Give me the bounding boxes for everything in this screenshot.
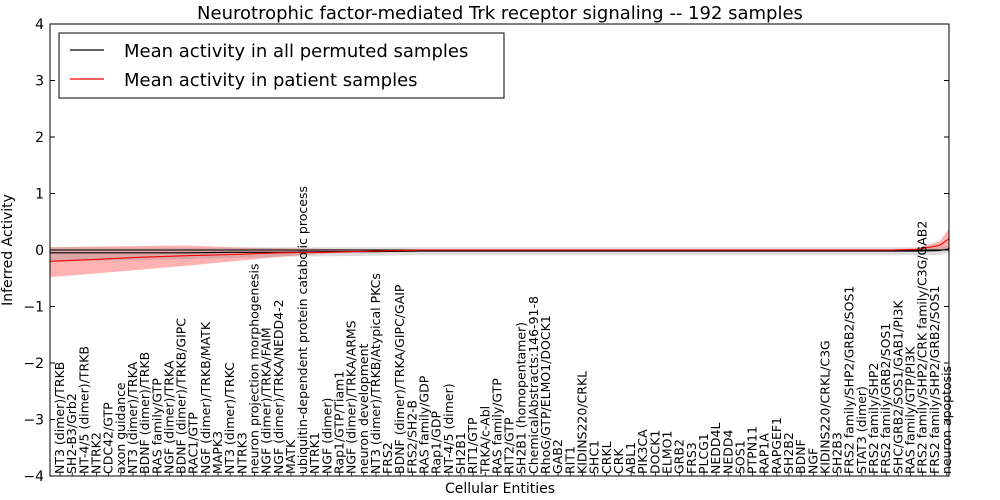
legend-permuted-label: Mean activity in all permuted samples (124, 41, 468, 62)
legend-patient-label: Mean activity in patient samples (124, 70, 418, 91)
y-axis-ticks: −4 −3 −2 −1 0 1 2 3 4 (23, 17, 949, 485)
x-tick-label: KIDINS220/CRKL (575, 371, 590, 474)
x-tick-label: NT3 (dimer)/TRKA (125, 361, 140, 474)
x-tick-label: FRS2 family/SHP2/GRB2/SOS1 (842, 286, 857, 474)
x-tick-label: PIK3CA (635, 429, 650, 474)
y-axis-label: Inferred Activity (0, 194, 16, 306)
x-tick-label: KIDINS220/CRKL/C3G (817, 340, 832, 474)
x-tick-label: RAC1/GTP (186, 412, 201, 474)
x-tick-label: GRB2 (672, 439, 687, 474)
x-tick-label: FRS2 family/SHP2/CRK family/C3G/GAB2 (915, 221, 930, 474)
x-tick-label: NGF (dimer)/TRKA (161, 360, 176, 474)
x-tick-label: NGF (dimer)/TRKA/NEDD4-2 (271, 299, 286, 474)
x-tick-label: NT-4/5 (dimer)/TRKB (76, 346, 91, 474)
x-tick-label: NTRK3 (234, 432, 249, 474)
legend-box (58, 32, 505, 99)
x-tick-label: axon guidance (113, 382, 128, 474)
x-tick-label: NEDD4 (720, 430, 735, 474)
x-tick-label: SH2B3 (830, 432, 845, 474)
x-tick-label: CRKL (599, 441, 614, 474)
x-tick-label: NT3 (dimer)/TRKC (222, 362, 237, 474)
x-tick-label: FRS2 (380, 442, 395, 474)
x-tick-label: RhoG/GTP/ELMO1/DOCK1 (538, 315, 553, 474)
x-tick-label: NT3 (dimer)/TRKB/Atypical PKCs (368, 273, 383, 474)
x-tick-label: SH2B2 (781, 432, 796, 474)
x-tick-label: FRS2/SH2-B (404, 400, 419, 474)
x-tick-label: STAT3 (dimer) (854, 386, 869, 474)
x-tick-label: RAPGEF1 (769, 417, 784, 474)
y-tick-label: 1 (35, 187, 44, 203)
x-tick-label: neuron projection morphogenesis (247, 263, 262, 474)
x-tick-label: CRK (611, 448, 626, 474)
y-tick-label: −2 (23, 356, 44, 372)
x-tick-label: GAB2 (550, 439, 565, 474)
x-tick-label: NT3 (dimer)/TRKB (52, 362, 67, 474)
y-tick-label: 2 (35, 130, 44, 146)
x-tick-label: ABL1 (623, 442, 638, 474)
x-tick-label: DOCK1 (647, 430, 662, 474)
x-tick-label: FRS2 family/GRB2/SOS1 (878, 323, 893, 474)
x-tick-label: Rap1/GTP/Tiam1 (332, 371, 347, 474)
x-tick-label: SH2B1 (homopentamer) (514, 322, 529, 474)
x-tick-label: FRS3 (684, 442, 699, 474)
x-tick-label: SOS1 (732, 440, 747, 474)
series-lines (49, 238, 950, 262)
x-tick-label: BDNF (793, 439, 808, 474)
y-tick-label: −1 (23, 300, 44, 316)
x-tick-label: CDC42/GTP (101, 402, 116, 474)
x-tick-label: NEDD4L (708, 423, 723, 474)
x-tick-label: RAP1A (757, 433, 772, 474)
line-patient (49, 238, 950, 262)
x-tick-label: NTRK2 (89, 432, 104, 474)
x-tick-label: PLCG1 (696, 433, 711, 474)
x-tick-label: BDNF (dimer)/TRKA/GIPC/GAIP (392, 284, 407, 474)
y-tick-label: −3 (23, 413, 44, 429)
x-tick-label: RIT1 (562, 446, 577, 474)
x-tick-label: ELMO1 (660, 431, 675, 474)
x-tick-label: RIT1/GTP (465, 417, 480, 474)
x-tick-label: SH2-B3/Grb2 (64, 393, 79, 474)
x-tick-label: ChemicalAbstracts:146-91-8 (526, 296, 541, 474)
x-tick-label: SHC1 (587, 440, 602, 474)
x-axis-label: Cellular Entities (445, 481, 555, 497)
y-tick-label: 0 (35, 243, 44, 259)
x-tick-label: NT-4/5 (dimer) (441, 383, 456, 474)
x-tick-label: NGF (dimer)/TRKB/MATK (198, 321, 213, 474)
x-tick-label: TRKA/c-Abl (477, 406, 492, 475)
x-tick-label: NGF (dimer)/TRKA/FAIM (259, 327, 274, 474)
x-tick-label: NGF (dimer)/TRKA/ARMS (344, 320, 359, 474)
x-tick-label: RAS family/GTP/PI3K (903, 346, 918, 474)
band-permuted (50, 245, 949, 262)
x-tick-label: RAS family/GTP (149, 378, 164, 474)
x-tick-label: BDNF (dimer)/TRKB (137, 352, 152, 474)
x-tick-label: SH2B1 (453, 432, 468, 474)
y-tick-label: 4 (35, 17, 44, 33)
y-tick-label: −4 (23, 469, 44, 485)
x-tick-label: PTPN11 (745, 426, 760, 474)
x-tick-label: SHC/GRB2/SOS1/GAB1/PI3K (890, 300, 905, 474)
x-tick-label: RIT2/GTP (502, 417, 517, 474)
chart-title: Neurotrophic factor-mediated Trk recepto… (197, 3, 803, 24)
x-tick-label: RAS family/GTP (489, 378, 504, 474)
y-tick-label: 3 (35, 74, 44, 90)
x-tick-label: MAPK3 (210, 431, 225, 474)
legend: Mean activity in all permuted samples Me… (58, 32, 505, 99)
plot-area-frame (49, 23, 950, 477)
line-permuted (50, 248, 950, 254)
x-tick-label: MATK (283, 439, 298, 474)
x-tick-label: neuron development (356, 343, 371, 474)
x-tick-label: NGF (805, 448, 820, 474)
x-tick-label: FRS2 family/SHP2 (866, 363, 881, 474)
x-tick-label: ubiquitin-dependent protein catabolic pr… (295, 186, 310, 474)
x-tick-label: RAS family/GDP (417, 375, 432, 474)
x-tick-label: NGF (dimer) (319, 398, 334, 474)
x-tick-label: BDNF (dimer)/TRKB/GIPC (174, 318, 189, 474)
x-tick-label: FRS2 family/SHP2/GRB2/SOS1 (927, 286, 942, 474)
x-tick-label: NTRK1 (307, 432, 322, 474)
x-tick-label: Rap1/GDP (429, 411, 444, 474)
